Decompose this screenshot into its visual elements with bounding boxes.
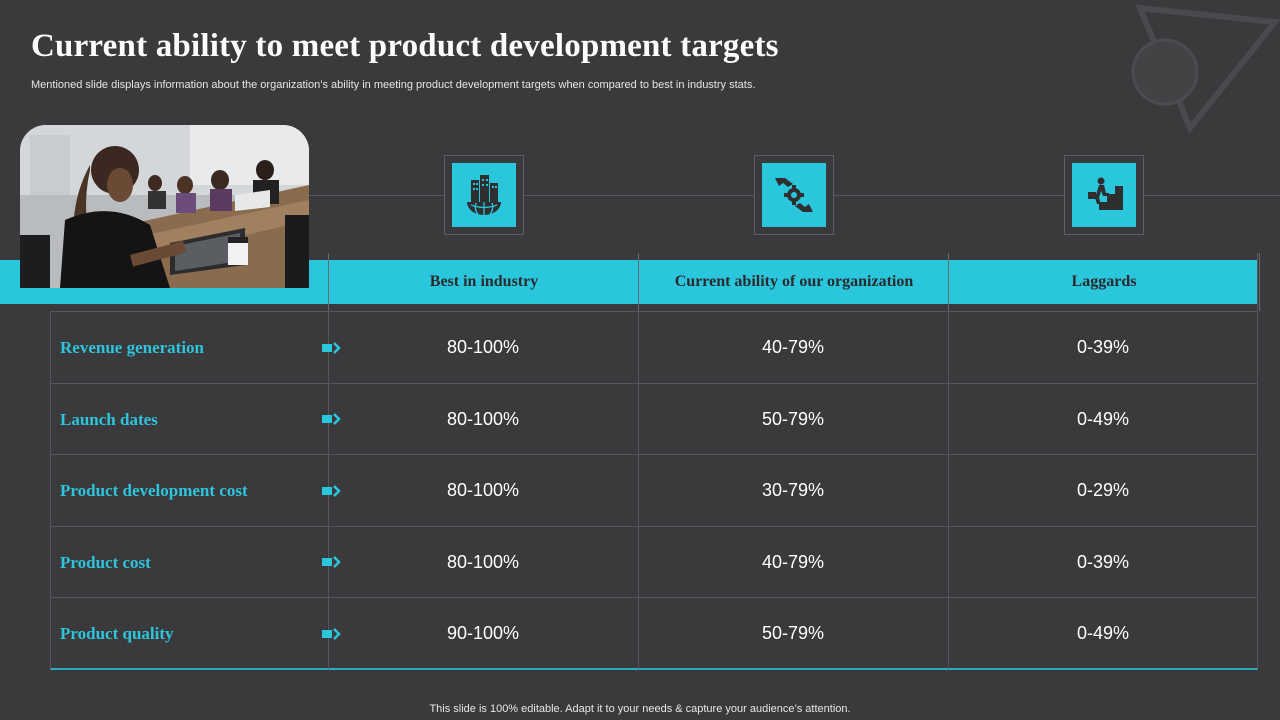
cell-value: 50-79%: [761, 409, 825, 429]
arrow-icon: [322, 413, 341, 425]
cell-value: 0-39%: [1076, 337, 1130, 357]
hands-gear-icon: [775, 178, 813, 212]
column-divider: [1257, 253, 1258, 669]
page-title: Current ability to meet product developm…: [31, 28, 779, 64]
header-current-ability: Current ability of our organization: [638, 253, 949, 311]
cell-value: 80-100%: [446, 480, 520, 500]
column-divider: [50, 311, 51, 669]
arrow-icon: [322, 556, 341, 568]
row-label-launch-dates: Launch dates: [60, 410, 158, 429]
column-divider: [638, 311, 639, 669]
row-divider: [50, 454, 1258, 455]
cell-value: 80-100%: [446, 409, 520, 429]
column-divider: [948, 311, 949, 669]
table-bottom-border: [50, 668, 1258, 670]
arrow-icon: [322, 485, 341, 497]
comparison-table: Best in industry Current ability of our …: [50, 253, 1260, 670]
cell-value: 40-79%: [761, 337, 825, 357]
meeting-photo: [20, 125, 309, 288]
row-divider: [50, 597, 1258, 598]
cell-value: 40-79%: [761, 552, 825, 572]
cell-value: 80-100%: [446, 552, 520, 572]
current-ability-icon-box: [754, 155, 834, 235]
cell-value: 30-79%: [761, 480, 825, 500]
cell-value: 0-49%: [1076, 409, 1130, 429]
row-label-revenue-generation: Revenue generation: [60, 338, 205, 357]
footer-note: This slide is 100% editable. Adapt it to…: [429, 703, 851, 715]
cell-value: 0-49%: [1076, 623, 1130, 643]
cell-value: 0-39%: [1076, 552, 1130, 572]
best-in-industry-icon-box: [444, 155, 524, 235]
row-divider: [50, 311, 1258, 312]
cell-value: 80-100%: [446, 337, 520, 357]
building-globe-icon: [467, 175, 501, 215]
cell-value: 90-100%: [446, 623, 520, 643]
laggards-icon-box: [1064, 155, 1144, 235]
row-label-product-quality: Product quality: [60, 624, 174, 643]
page-subtitle: Mentioned slide displays information abo…: [31, 79, 756, 91]
cell-value: 0-29%: [1076, 480, 1130, 500]
row-label-product-cost: Product cost: [60, 553, 151, 572]
row-divider: [50, 526, 1258, 527]
arrow-icon: [322, 342, 341, 354]
row-divider: [50, 383, 1258, 384]
decorative-shapes: [1131, 4, 1280, 134]
cell-value: 50-79%: [761, 623, 825, 643]
person-climbing-stairs-icon: [1088, 177, 1123, 210]
arrow-icon: [322, 628, 341, 640]
header-best-in-industry: Best in industry: [328, 253, 639, 311]
header-laggards: Laggards: [948, 253, 1260, 311]
row-label-product-development-cost: Product development cost: [60, 481, 248, 500]
